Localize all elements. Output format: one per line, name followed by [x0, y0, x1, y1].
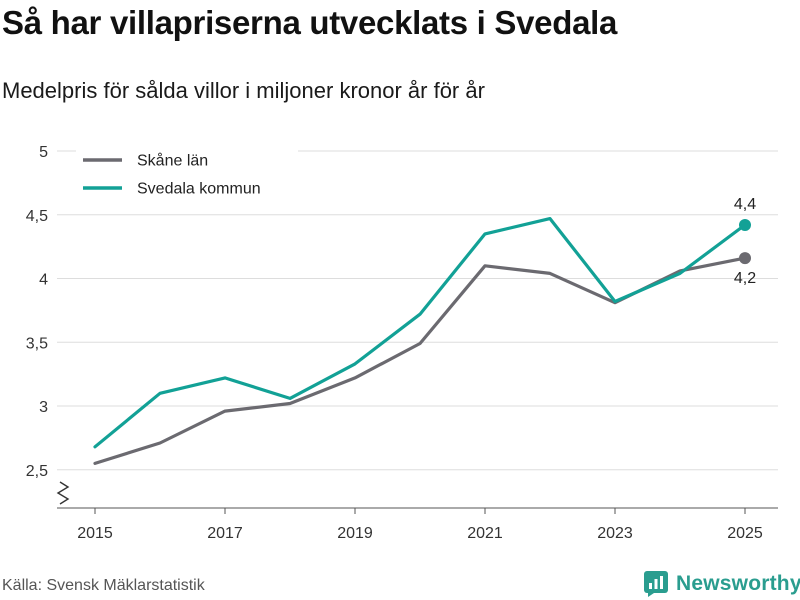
y-tick-label: 3	[39, 399, 48, 416]
legend: Skåne län Svedala kommun	[76, 144, 298, 208]
data-point	[613, 299, 617, 303]
data-point	[548, 271, 552, 275]
data-point	[418, 342, 422, 346]
legend-label: Skåne län	[137, 152, 208, 170]
data-point	[353, 376, 357, 380]
end-marker	[739, 218, 751, 231]
series-line-svedala-kommun	[93, 217, 747, 449]
data-point	[418, 312, 422, 316]
data-point	[223, 376, 227, 380]
series-lines: 4,2 4,4	[93, 196, 756, 465]
data-point	[158, 441, 162, 445]
y-tick-label: 4	[39, 272, 48, 289]
y-tick-label: 3,5	[26, 335, 48, 352]
source-note: Källa: Svensk Mäklarstatistik	[2, 577, 205, 594]
brand-logo: Newsworthy	[644, 569, 800, 599]
chart-subtitle: Medelpris för sålda villor i miljoner kr…	[2, 78, 485, 103]
end-marker	[739, 252, 751, 265]
x-tick-label: 2025	[727, 525, 763, 542]
end-data-label: 4,4	[734, 196, 756, 213]
y-tick-label: 2,5	[26, 463, 48, 480]
x-tick-label: 2023	[597, 525, 633, 542]
data-point	[223, 409, 227, 413]
x-tick-label: 2019	[337, 525, 373, 542]
y-tick-label: 4,5	[26, 208, 48, 225]
x-tick-label: 2015	[77, 525, 113, 542]
data-point	[548, 217, 552, 221]
data-point	[288, 401, 292, 405]
data-point	[353, 362, 357, 366]
legend-background	[76, 144, 298, 208]
y-tick-label: 5	[39, 144, 48, 161]
legend-label: Svedala kommun	[137, 181, 261, 198]
newsworthy-logo-icon	[644, 571, 668, 597]
data-point	[93, 445, 97, 449]
x-tick-label: 2021	[467, 525, 503, 542]
data-point	[483, 264, 487, 268]
data-point	[158, 391, 162, 395]
data-point	[483, 232, 487, 236]
data-point	[288, 396, 292, 400]
data-point	[93, 461, 97, 465]
x-tick-label: 2017	[207, 525, 243, 542]
chart-title: Så har villapriserna utvecklats i Svedal…	[2, 4, 618, 41]
brand-name: Newsworthy	[676, 572, 800, 595]
end-data-label: 4,2	[734, 270, 756, 287]
axes: 2,5 3 3,5 4 4,5 5 2015 2017 2019 2021 2023 2025	[26, 144, 778, 542]
data-point	[678, 271, 682, 275]
axis-break-mark	[56, 481, 70, 505]
